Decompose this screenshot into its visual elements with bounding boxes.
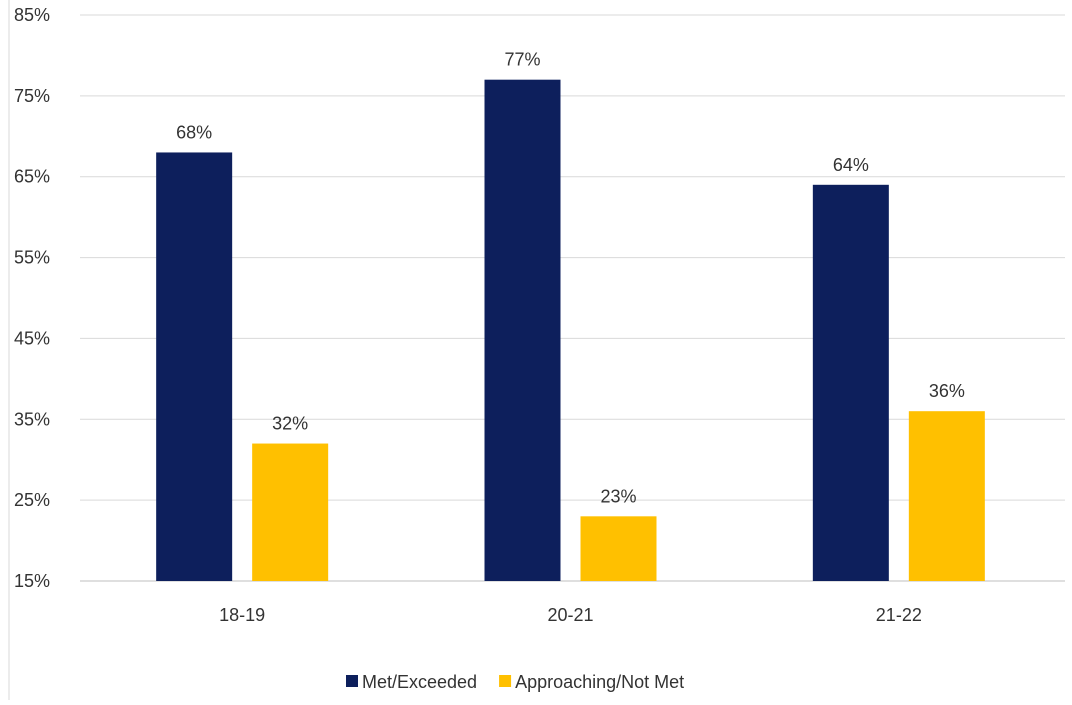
data-label: 36% (929, 381, 965, 401)
legend-label: Met/Exceeded (362, 672, 477, 692)
y-tick-label: 25% (14, 490, 50, 510)
data-labels: 68% 32% 77% 23% 64% 36% (176, 50, 965, 507)
gridlines (80, 14, 1065, 582)
bars (156, 79, 985, 582)
legend-swatch (346, 675, 358, 687)
bar-approaching-not-met-18-19 (252, 443, 329, 581)
data-label: 23% (600, 486, 636, 506)
category-label: 18-19 (219, 605, 265, 625)
y-tick-label: 55% (14, 248, 50, 268)
legend-swatch (499, 675, 512, 687)
y-tick-label: 15% (14, 571, 50, 591)
y-tick-label: 35% (14, 409, 50, 429)
legend-label: Approaching/Not Met (515, 672, 684, 692)
bar-met-exceeded-21-22 (812, 184, 889, 582)
bar-met-exceeded-18-19 (156, 152, 233, 581)
x-axis-category-labels: 18-19 20-21 21-22 (219, 605, 922, 625)
data-label: 32% (272, 414, 308, 434)
bar-approaching-not-met-20-21 (580, 516, 657, 581)
data-label: 68% (176, 122, 212, 142)
data-label: 77% (504, 50, 540, 70)
y-tick-label: 45% (14, 328, 50, 348)
y-tick-label: 65% (14, 167, 50, 187)
data-label: 64% (833, 155, 869, 175)
y-axis-tick-labels: 15% 25% 35% 45% 55% 65% 75% 85% (14, 5, 50, 591)
category-label: 21-22 (876, 605, 922, 625)
y-tick-label: 75% (14, 86, 50, 106)
bar-approaching-not-met-21-22 (908, 411, 985, 581)
legend: Met/Exceeded Approaching/Not Met (346, 672, 684, 692)
bar-met-exceeded-20-21 (484, 79, 561, 581)
category-label: 20-21 (547, 605, 593, 625)
y-tick-label: 85% (14, 5, 50, 25)
